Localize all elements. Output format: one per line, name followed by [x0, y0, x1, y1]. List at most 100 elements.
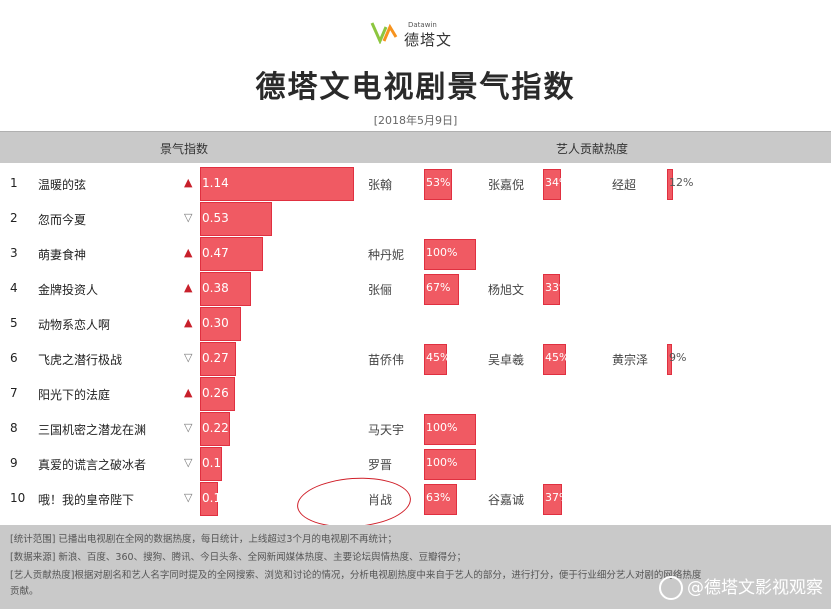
artist-name: 苗侨伟 [368, 353, 405, 367]
index-bar [200, 237, 264, 271]
heat-bar [424, 449, 476, 480]
weibo-watermark: @德塔文影视观察 [659, 573, 823, 600]
heat-value-label: 12% [669, 176, 694, 189]
heat-value-label: 53% [426, 176, 451, 189]
artist-name: 张嘉倪 [488, 178, 525, 192]
artist-name: 经超 [612, 178, 637, 192]
rank-label: 3 [10, 246, 18, 260]
heat-bar [543, 169, 561, 200]
heat-bar [667, 344, 672, 375]
chart-row: 10 哦！我的皇帝陛下 ▽ 0.13 肖战 63% 谷嘉诚 37% [0, 482, 831, 517]
heat-value-label: 45% [426, 351, 451, 364]
chart-row: 6 飞虎之潜行极战 ▽ 0.27 苗侨伟 45% 吴卓羲 45% 黄宗泽 9% [0, 342, 831, 377]
heat-value-label: 100% [426, 246, 458, 259]
trend-up-icon: ▲ [184, 386, 193, 399]
header-index: 景气指数 [160, 142, 209, 156]
artist-name: 种丹妮 [368, 248, 405, 262]
index-value-label: 0.22 [202, 421, 229, 435]
trend-up-icon: ▲ [184, 246, 193, 259]
trend-up-icon: ▲ [184, 176, 193, 189]
table-header: 景气指数 艺人贡献热度 [0, 131, 831, 163]
heat-bar [543, 274, 561, 305]
drama-title: 哦！我的皇帝陛下 [38, 493, 135, 507]
footer-line-3: [艺人贡献热度]根据对剧名和艺人名字同时提及的全网搜索、浏览和讨论的情况，分析电… [10, 570, 702, 581]
watermark-text: @德塔文影视观察 [687, 578, 823, 598]
chart-row: 3 萌妻食神 ▲ 0.47 种丹妮 100% [0, 237, 831, 272]
chart-row: 5 动物系恋人啊 ▲ 0.30 [0, 307, 831, 342]
index-value-label: 1.14 [202, 176, 229, 190]
drama-title: 忽而今夏 [38, 213, 87, 227]
logo-mark-icon [370, 22, 398, 44]
rank-label: 8 [10, 421, 18, 435]
rank-label: 1 [10, 176, 18, 190]
chart-row: 1 温暖的弦 ▲ 1.14 张翰 53% 张嘉倪 34% 经超 12% [0, 167, 831, 202]
logo-small-text: Datawin [408, 21, 437, 29]
drama-title: 三国机密之潜龙在渊 [38, 423, 147, 437]
heat-value-label: 67% [426, 281, 451, 294]
index-value-label: 0.16 [202, 456, 229, 470]
index-value-label: 0.30 [202, 316, 229, 330]
artist-name: 谷嘉诚 [488, 493, 525, 507]
chart-row: 2 忽而今夏 ▽ 0.53 [0, 202, 831, 237]
rank-label: 9 [10, 456, 18, 470]
logo-text: 德塔文 [404, 31, 453, 49]
rank-label: 6 [10, 351, 18, 365]
trend-down-icon: ▽ [184, 491, 193, 504]
chart-row: 4 金牌投资人 ▲ 0.38 张俪 67% 杨旭文 33% [0, 272, 831, 307]
index-bar [200, 307, 241, 341]
heat-value-label: 63% [426, 491, 451, 504]
artist-name: 罗晋 [368, 458, 393, 472]
trend-down-icon: ▽ [184, 351, 193, 364]
index-bar [200, 377, 236, 411]
footer-line-4: 贡献。 [10, 586, 39, 597]
index-value-label: 0.38 [202, 281, 229, 295]
artist-name: 黄宗泽 [612, 353, 649, 367]
index-value-label: 0.26 [202, 386, 229, 400]
heat-value-label: 100% [426, 456, 458, 469]
index-bar [200, 447, 222, 481]
rank-label: 10 [10, 491, 26, 505]
index-value-label: 0.27 [202, 351, 229, 365]
index-bar [200, 342, 237, 376]
index-bar [200, 167, 354, 201]
artist-name: 肖战 [368, 493, 393, 507]
page-title: 德塔文电视剧景气指数 [255, 70, 576, 105]
heat-bar [424, 274, 459, 305]
weibo-icon [659, 576, 683, 600]
index-bar [200, 412, 230, 446]
artist-name: 张翰 [368, 178, 393, 192]
heat-bar [424, 344, 448, 375]
heat-value-label: 100% [426, 421, 458, 434]
rank-label: 5 [10, 316, 18, 330]
artist-name: 吴卓羲 [488, 353, 525, 367]
drama-title: 飞虎之潜行极战 [38, 353, 123, 367]
chart-row: 8 三国机密之潜龙在渊 ▽ 0.22 马天宇 100% [0, 412, 831, 447]
heat-bar [424, 414, 476, 445]
drama-title: 真爱的谎言之破冰者 [38, 458, 147, 472]
drama-title: 温暖的弦 [38, 178, 87, 192]
trend-up-icon: ▲ [184, 316, 193, 329]
index-bar [200, 202, 272, 236]
report-date: [2018年5月9日] [373, 114, 458, 127]
heat-bar [424, 484, 457, 515]
chart-row: 7 阳光下的法庭 ▲ 0.26 [0, 377, 831, 412]
artist-name: 张俪 [368, 283, 393, 297]
index-value-label: 0.13 [202, 491, 229, 505]
index-bar [200, 272, 252, 306]
heat-value-label: 33% [545, 281, 570, 294]
chart-row: 9 真爱的谎言之破冰者 ▽ 0.16 罗晋 100% [0, 447, 831, 482]
heat-value-label: 34% [545, 176, 570, 189]
rank-label: 4 [10, 281, 18, 295]
footer-line-2: [数据来源] 新浪、百度、360、搜狗、腾讯、今日头条、全网新闻媒体热度、主要论… [10, 552, 467, 563]
rank-label: 2 [10, 211, 18, 225]
footer-notes: [统计范围] 已播出电视剧在全网的数据热度，每日统计，上线超过3个月的电视剧不再… [0, 525, 831, 609]
heat-bar [424, 239, 476, 270]
index-value-label: 0.53 [202, 211, 229, 225]
trend-down-icon: ▽ [184, 421, 193, 434]
trend-down-icon: ▽ [184, 456, 193, 469]
trend-down-icon: ▽ [184, 211, 193, 224]
index-value-label: 0.47 [202, 246, 229, 260]
heat-bar [543, 484, 563, 515]
artist-name: 马天宇 [368, 423, 405, 437]
footer-line-1: [统计范围] 已播出电视剧在全网的数据热度，每日统计，上线超过3个月的电视剧不再… [10, 534, 397, 545]
